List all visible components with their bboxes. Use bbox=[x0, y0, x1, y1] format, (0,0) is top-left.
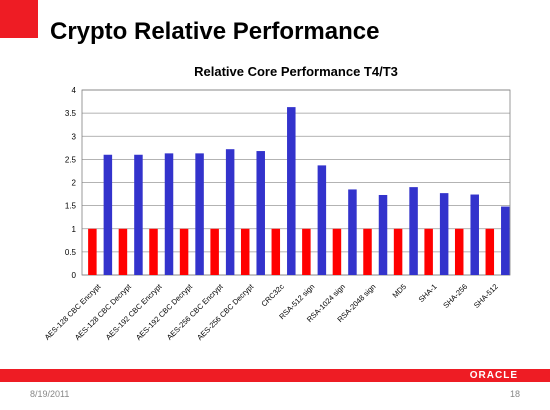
corner-accent bbox=[0, 0, 38, 38]
category-label: CRC32c bbox=[259, 282, 286, 309]
bar bbox=[454, 228, 464, 275]
y-tick-label: 3 bbox=[72, 132, 77, 141]
bar bbox=[149, 228, 158, 275]
y-tick-label: 2.5 bbox=[65, 155, 77, 164]
bar bbox=[317, 165, 327, 275]
bar bbox=[225, 149, 235, 275]
category-label: SHA-1 bbox=[417, 282, 439, 304]
page-number: 18 bbox=[509, 389, 520, 399]
bar bbox=[485, 228, 495, 275]
bar bbox=[103, 154, 113, 275]
bar bbox=[470, 194, 479, 275]
category-label: SHA-256 bbox=[441, 282, 469, 310]
bar bbox=[302, 228, 311, 275]
bar bbox=[179, 228, 189, 275]
bar bbox=[210, 228, 219, 275]
y-tick-label: 0 bbox=[72, 271, 77, 280]
category-label: SHA-512 bbox=[472, 282, 500, 310]
plot-area bbox=[81, 89, 511, 276]
y-tick-label: 1.5 bbox=[65, 202, 77, 211]
y-tick-label: 3.5 bbox=[65, 109, 77, 118]
bar bbox=[409, 187, 418, 275]
category-label: AES-256 CBC Decrypt bbox=[195, 281, 256, 342]
category-label: AES-128 CBC Decrypt bbox=[73, 281, 134, 342]
y-tick-label: 4 bbox=[72, 86, 77, 95]
bar bbox=[256, 151, 265, 275]
category-label: AES-192 CBC Decrypt bbox=[134, 281, 195, 342]
bar bbox=[240, 228, 250, 275]
footer-bar bbox=[0, 369, 550, 382]
bar bbox=[164, 153, 174, 275]
y-tick-label: 2 bbox=[72, 179, 77, 188]
y-tick-label: 1 bbox=[72, 225, 77, 234]
bar bbox=[271, 228, 281, 275]
bar bbox=[363, 228, 372, 275]
slide-title: Crypto Relative Performance bbox=[50, 18, 380, 45]
bar bbox=[378, 194, 388, 275]
oracle-logo: ORACLE bbox=[469, 370, 518, 381]
category-label: MD5 bbox=[391, 282, 409, 300]
bar-chart: Relative Core Performance T4/T3 0 0.5 1 1.5 2… bbox=[43, 64, 511, 342]
bar bbox=[424, 228, 433, 275]
bar bbox=[501, 206, 510, 275]
chart-title: Relative Core Performance T4/T3 bbox=[194, 64, 398, 79]
bar bbox=[88, 228, 97, 275]
bar bbox=[393, 228, 403, 275]
bar bbox=[287, 107, 296, 275]
category-label: AES-256 CBC Encrypt bbox=[165, 281, 225, 341]
footer-date: 8/19/2011 bbox=[30, 389, 70, 399]
category-label: AES-128 CBC Encrypt bbox=[43, 281, 103, 341]
bar bbox=[195, 153, 204, 275]
y-tick-label: 0.5 bbox=[65, 248, 77, 257]
bar bbox=[348, 189, 357, 275]
bar bbox=[134, 154, 143, 275]
bar bbox=[439, 193, 449, 275]
bar bbox=[332, 228, 342, 275]
category-label: AES-192 CBC Encrypt bbox=[104, 281, 164, 341]
bar bbox=[118, 228, 128, 275]
